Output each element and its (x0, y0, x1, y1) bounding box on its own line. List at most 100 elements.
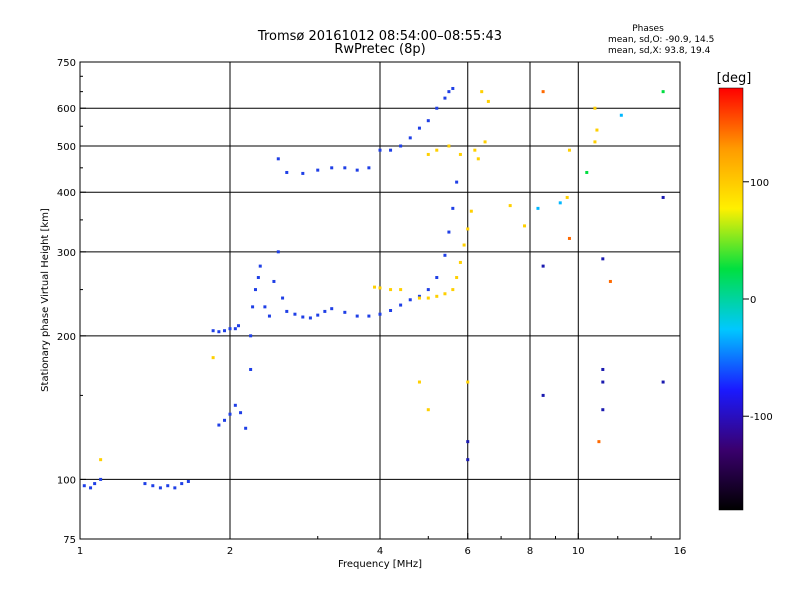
data-point (82, 484, 86, 488)
data-point (601, 380, 605, 384)
data-point (536, 206, 540, 210)
data-point (244, 426, 248, 430)
data-point (223, 418, 227, 422)
data-point (435, 148, 439, 152)
data-point (567, 148, 571, 152)
y-axis: 75 100 200 300 400 500 600 750 (57, 58, 86, 546)
data-point (166, 484, 170, 488)
y-tick-label: 400 (57, 188, 76, 199)
colorbar-ticks: 100 0 -100 (743, 178, 773, 423)
colorbar (718, 87, 744, 511)
data-point (276, 157, 280, 161)
data-point (435, 276, 439, 280)
data-point (426, 152, 430, 156)
data-point (435, 106, 439, 110)
data-point (367, 314, 371, 318)
data-point (143, 482, 147, 486)
data-point (285, 309, 289, 313)
data-point (585, 170, 589, 174)
x-tick-label: 16 (674, 546, 687, 557)
data-point (373, 285, 377, 289)
data-point (466, 227, 470, 231)
data-point (301, 315, 305, 319)
y-tick-label: 500 (57, 142, 76, 153)
data-point (417, 380, 421, 384)
x-tick-label: 4 (377, 546, 383, 557)
x-tick-label: 10 (572, 546, 585, 557)
y-tick-label: 200 (57, 332, 76, 343)
data-point (451, 288, 455, 292)
data-point (93, 482, 97, 486)
data-point (486, 99, 490, 103)
x-tick-label: 1 (77, 546, 83, 557)
data-point (567, 236, 571, 240)
data-point (435, 294, 439, 298)
data-point (426, 288, 430, 292)
x-tick-label: 2 (227, 546, 233, 557)
data-point (330, 307, 334, 311)
data-point (323, 309, 327, 313)
data-point (417, 294, 421, 298)
data-point (389, 308, 393, 312)
data-point (249, 367, 253, 371)
data-point (455, 276, 459, 280)
data-point (466, 440, 470, 444)
data-point (458, 260, 462, 264)
y-tick-label: 600 (57, 104, 76, 115)
data-point (601, 367, 605, 371)
y-tick-label: 750 (57, 58, 76, 69)
data-point (593, 140, 597, 144)
x-tick-label: 8 (527, 546, 533, 557)
data-point (276, 250, 280, 254)
grid (80, 62, 680, 539)
data-point (223, 329, 227, 333)
x-tick-label: 6 (465, 546, 471, 557)
data-point (661, 380, 665, 384)
data-points (82, 86, 665, 490)
data-point (443, 96, 447, 100)
data-point (476, 157, 480, 161)
data-point (378, 148, 382, 152)
chart-title: Tromsø 20161012 08:54:00–08:55:43 (257, 29, 502, 44)
data-point (158, 486, 162, 490)
data-point (443, 292, 447, 296)
data-point (281, 296, 285, 300)
data-point (565, 195, 569, 199)
data-point (469, 209, 473, 213)
phase-stats-heading: Phases (632, 24, 664, 34)
data-point (378, 286, 382, 290)
data-point (408, 136, 412, 140)
data-point (466, 380, 470, 384)
data-point (595, 128, 599, 132)
data-point (541, 393, 545, 397)
data-point (389, 148, 393, 152)
data-point (228, 327, 232, 331)
data-point (251, 305, 255, 309)
data-point (541, 264, 545, 268)
data-point (408, 298, 412, 302)
data-point (661, 195, 665, 199)
data-point (426, 408, 430, 412)
data-point (619, 113, 623, 117)
phase-stats: Phases mean, sd,O: -90.9, 14.5 mean, sd,… (608, 24, 714, 56)
data-point (239, 411, 243, 415)
data-point (597, 440, 601, 444)
data-point (355, 314, 359, 318)
data-point (378, 312, 382, 316)
data-point (316, 168, 320, 172)
data-point (316, 313, 320, 317)
data-point (608, 279, 612, 283)
data-point (399, 144, 403, 148)
data-point (272, 279, 276, 283)
data-point (228, 412, 232, 416)
data-point (256, 276, 260, 280)
data-point (447, 90, 451, 94)
data-point (466, 458, 470, 462)
data-point (355, 168, 359, 172)
data-point (343, 166, 347, 170)
data-point (480, 90, 484, 94)
data-point (601, 408, 605, 412)
data-point (389, 288, 393, 292)
data-point (417, 296, 421, 300)
data-point (186, 479, 190, 483)
